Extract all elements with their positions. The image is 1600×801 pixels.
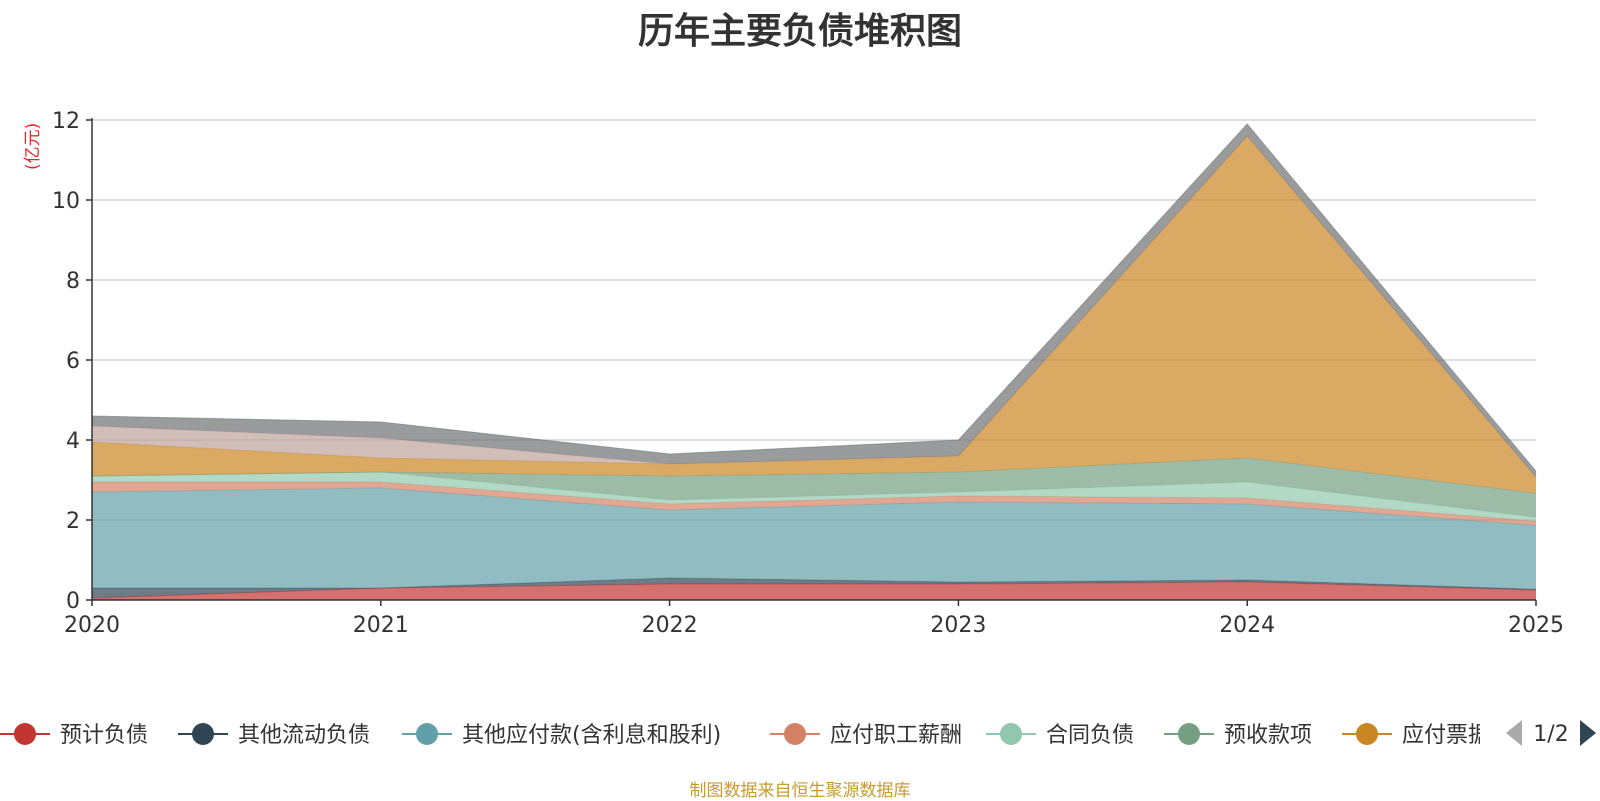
data-source-footer: 制图数据来自恒生聚源数据库 — [689, 781, 911, 801]
y-tick-label: 2 — [66, 509, 80, 534]
x-tick-label: 2024 — [1219, 613, 1275, 638]
area-series-5 — [92, 458, 1536, 518]
legend-marker-circle — [784, 723, 806, 745]
area-series-3 — [92, 482, 1536, 526]
legend-item-6[interactable]: 应付票据 — [1342, 723, 1490, 748]
legend-label: 预计负债 — [60, 723, 148, 748]
legend-page-label: 1/2 — [1533, 722, 1568, 747]
axes: 0 2 4 6 8 10 12 2020 2021 2022 2023 2024 2025 — [52, 109, 1564, 638]
legend-label: 应付职工薪酬 — [830, 723, 962, 748]
area-series-6 — [92, 136, 1536, 494]
legend-marker-circle — [14, 723, 36, 745]
x-tick-label: 2025 — [1508, 613, 1564, 638]
area-series-group — [91, 123, 1537, 600]
legend-next-icon[interactable] — [1580, 720, 1596, 746]
legend-item-1[interactable]: 其他流动负债 — [178, 723, 370, 748]
y-tick-label: 8 — [66, 269, 80, 294]
stacked-area-chart: 0 2 4 6 8 10 12 2020 2021 2022 2023 2024 2025 — [52, 109, 1564, 638]
legend-marker-circle — [416, 723, 438, 745]
y-tick-label: 4 — [66, 429, 80, 454]
area-series-2 — [92, 488, 1536, 590]
area-series-4 — [92, 472, 1536, 522]
x-tick-label: 2021 — [353, 613, 409, 638]
area-series-8 — [92, 124, 1536, 478]
legend-item-5[interactable]: 预收款项 — [1164, 723, 1312, 748]
legend-marker-circle — [1178, 723, 1200, 745]
area-series-line-8 — [91, 123, 1537, 472]
area-series-0 — [92, 582, 1536, 600]
legend-marker-circle — [192, 723, 214, 745]
legend: 预计负债 其他流动负债 其他应付款(含利息和股利) 应付职工薪酬 合同负债 预收款项 应付票… — [0, 723, 1490, 748]
x-tick-label: 2022 — [642, 613, 698, 638]
y-tick-label: 6 — [66, 349, 80, 374]
legend-marker-circle — [1000, 723, 1022, 745]
legend-label: 其他应付款(含利息和股利) — [462, 723, 721, 748]
y-tick-label: 12 — [52, 109, 80, 134]
legend-pager: 1/2 — [1498, 712, 1600, 756]
x-tick-label: 2023 — [930, 613, 986, 638]
area-series-7 — [92, 136, 1536, 478]
x-tick-label: 2020 — [64, 613, 120, 638]
legend-item-2[interactable]: 其他应付款(含利息和股利) — [402, 723, 721, 748]
legend-label: 预收款项 — [1224, 723, 1312, 748]
legend-item-0[interactable]: 预计负债 — [0, 723, 148, 748]
legend-label: 应付票据 — [1402, 723, 1490, 748]
legend-item-4[interactable]: 合同负债 — [986, 723, 1134, 748]
legend-marker-circle — [1356, 723, 1378, 745]
legend-label: 合同负债 — [1046, 723, 1134, 748]
legend-prev-icon[interactable] — [1506, 720, 1522, 746]
y-tick-label: 0 — [66, 589, 80, 614]
legend-label: 其他流动负债 — [238, 723, 370, 748]
chart-title: 历年主要负债堆积图 — [637, 11, 962, 52]
legend-item-3[interactable]: 应付职工薪酬 — [770, 723, 962, 748]
y-tick-label: 10 — [52, 189, 80, 214]
